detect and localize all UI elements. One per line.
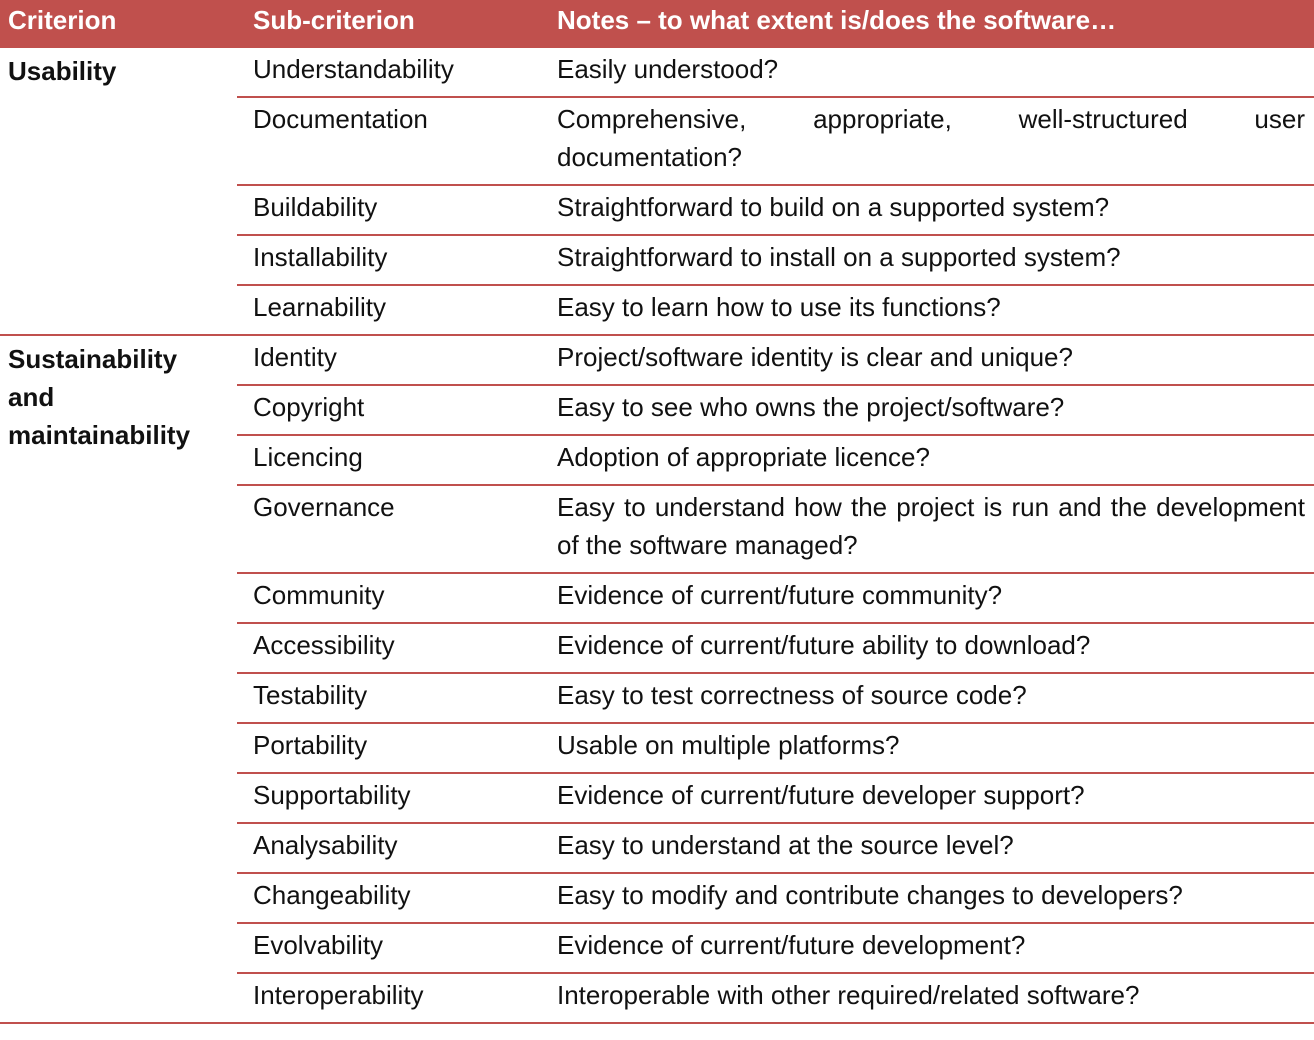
row-divider bbox=[237, 722, 1314, 724]
sub-criterion-cell: Identity bbox=[253, 342, 337, 372]
row-divider bbox=[237, 234, 1314, 236]
sub-criterion-cell: Licencing bbox=[253, 442, 363, 472]
row-divider bbox=[237, 972, 1314, 974]
sub-criterion-cell: Testability bbox=[253, 680, 368, 710]
notes-cell: Straightforward to build on a supported … bbox=[557, 192, 1110, 222]
row-divider bbox=[237, 434, 1314, 436]
sub-criterion-cell: Learnability bbox=[253, 292, 386, 322]
sub-criterion-cell: Analysability bbox=[253, 830, 398, 860]
notes-cell: Easy to test correctness of source code? bbox=[557, 680, 1027, 710]
criterion-cell: Sustainability and maintainability bbox=[8, 344, 191, 450]
sub-criterion-cell: Buildability bbox=[253, 192, 378, 222]
sub-criterion-cell: Understandability bbox=[253, 54, 454, 84]
sub-criterion-cell: Changeability bbox=[253, 880, 411, 910]
header-cell: Notes – to what extent is/does the softw… bbox=[557, 5, 1117, 35]
row-divider bbox=[237, 572, 1314, 574]
row-divider bbox=[237, 622, 1314, 624]
sub-criterion-cell: Copyright bbox=[253, 392, 365, 422]
row-divider bbox=[237, 672, 1314, 674]
notes-cell: Project/software identity is clear and u… bbox=[557, 342, 1073, 372]
row-divider bbox=[237, 284, 1314, 286]
notes-cell: Usable on multiple platforms? bbox=[557, 730, 900, 760]
notes-cell: Easy to learn how to use its functions? bbox=[557, 292, 1001, 322]
header-cell: Criterion bbox=[8, 5, 117, 35]
notes-cell: Easy to understand how the project is ru… bbox=[557, 492, 1305, 560]
notes-cell: Easy to modify and contribute changes to… bbox=[557, 880, 1183, 910]
sub-criterion-cell: Evolvability bbox=[253, 930, 384, 960]
notes-cell: Easy to see who owns the project/softwar… bbox=[557, 392, 1065, 422]
sub-criterion-cell: Community bbox=[253, 580, 385, 610]
sub-criterion-cell: Governance bbox=[253, 492, 395, 522]
notes-cell: Interoperable with other required/relate… bbox=[557, 980, 1140, 1010]
sub-criterion-cell: Accessibility bbox=[253, 630, 395, 660]
sub-criterion-cell: Supportability bbox=[253, 780, 411, 810]
row-divider bbox=[237, 184, 1314, 186]
notes-cell: Straightforward to install on a supporte… bbox=[557, 242, 1121, 272]
header-band: Criterion Sub-criterion Notes – to what … bbox=[0, 0, 1314, 48]
row-divider bbox=[0, 334, 1314, 336]
notes-cell: Adoption of appropriate licence? bbox=[557, 442, 930, 472]
row-divider bbox=[237, 922, 1314, 924]
notes-cell: Comprehensive, appropriate, well-structu… bbox=[557, 104, 1305, 172]
row-divider bbox=[237, 384, 1314, 386]
row-divider bbox=[237, 484, 1314, 486]
notes-cell: Easily understood? bbox=[557, 54, 779, 84]
notes-cell: Evidence of current/future community? bbox=[557, 580, 1003, 610]
row-divider bbox=[237, 872, 1314, 874]
sub-criterion-cell: Documentation bbox=[253, 104, 428, 134]
header-cell: Sub-criterion bbox=[253, 5, 415, 35]
sub-criterion-cell: Portability bbox=[253, 730, 368, 760]
notes-cell: Evidence of current/future development? bbox=[557, 930, 1026, 960]
row-divider bbox=[237, 96, 1314, 98]
notes-cell: Easy to understand at the source level? bbox=[557, 830, 1014, 860]
notes-cell: Evidence of current/future developer sup… bbox=[557, 780, 1085, 810]
sub-criterion-cell: Installability bbox=[253, 242, 388, 272]
row-divider bbox=[0, 1022, 1314, 1024]
row-divider bbox=[237, 772, 1314, 774]
notes-cell: Evidence of current/future ability to do… bbox=[557, 630, 1091, 660]
criterion-cell: Usability bbox=[8, 56, 117, 86]
row-divider bbox=[237, 822, 1314, 824]
sub-criterion-cell: Interoperability bbox=[253, 980, 424, 1010]
